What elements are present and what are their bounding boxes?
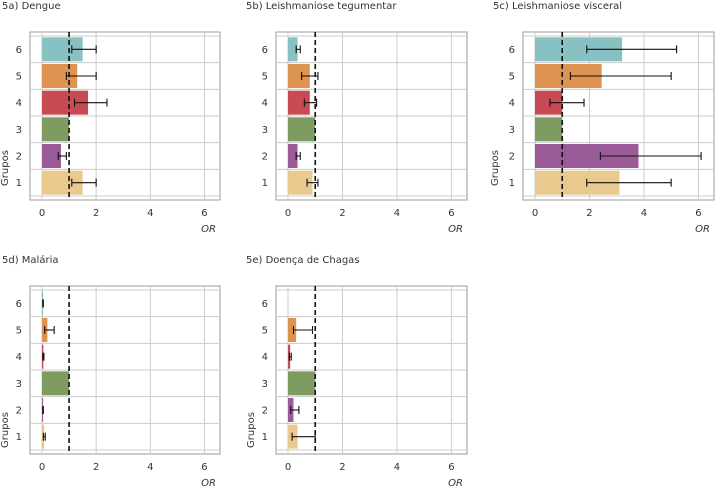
y-tick-label: 4 [262,98,268,109]
bar-group-3 [288,117,316,142]
x-axis-label: OR [448,224,463,235]
x-tick-label: 0 [39,208,45,219]
y-tick-label: 1 [16,432,22,443]
bar-group-3 [535,117,563,142]
x-axis-label: OR [201,224,216,235]
panel-a: 5a) Dengue 1 2 3 4 5 6 0 2 4 6 OR Grupos [0,1,221,235]
x-axis-label: OR [201,478,216,487]
x-tick-label: 6 [201,462,207,473]
y-tick-label: 5 [262,326,268,337]
bar-group-3 [42,117,70,142]
y-tick-label: 2 [509,152,515,163]
panel-title: 5a) Dengue [2,1,61,12]
y-axis-title: Grupos [246,412,257,448]
y-tick-label: 6 [16,45,22,56]
x-tick-label: 0 [532,208,538,219]
x-tick-label: 4 [147,462,153,473]
y-tick-label: 5 [16,72,22,83]
y-tick-label: 6 [509,45,515,56]
y-tick-label: 2 [16,152,22,163]
panel-b: 5b) Leishmaniose tegumentar 1 2 3 4 5 6 0 2 4 6 OR [246,1,468,235]
y-tick-label: 6 [262,299,268,310]
panel-title: 5d) Malária [2,254,58,266]
x-axis-label: OR [695,224,710,235]
x-tick-label: 0 [285,462,291,473]
x-tick-label: 0 [39,462,45,473]
x-axis-label: OR [448,478,463,487]
x-tick-label: 2 [339,462,345,473]
y-axis-title: Grupos [0,412,11,448]
panel-title: 5e) Doença de Chagas [246,255,360,266]
y-tick-label: 5 [262,72,268,83]
y-axis-title: Grupos [0,150,11,186]
x-tick-label: 6 [695,208,701,219]
bar-group-2 [288,144,298,168]
y-tick-label: 1 [262,432,268,443]
y-tick-label: 5 [16,326,22,337]
x-tick-label: 4 [394,462,400,473]
y-tick-label: 4 [262,352,268,363]
bar-group-5 [288,64,310,88]
y-tick-label: 1 [262,178,268,189]
y-tick-label: 1 [16,178,22,189]
bar-group-2 [42,144,61,168]
x-tick-label: 6 [448,462,454,473]
panel-c: 5c) Leishmaniose visceral 1 2 3 4 5 6 0 2 4 6 OR Gru… [490,1,715,235]
x-tick-label: 4 [394,208,400,219]
bar-group-4 [288,90,310,115]
x-tick-label: 2 [93,208,99,219]
x-tick-label: 6 [448,208,454,219]
x-tick-label: 2 [586,208,592,219]
y-tick-label: 4 [16,352,22,363]
bar-group-5 [288,318,297,342]
x-tick-label: 4 [641,208,647,219]
y-tick-label: 3 [262,125,268,136]
panel-e: 5e) Doença de Chagas 1 2 3 4 5 6 0 2 4 6 OR Grupos [246,255,468,487]
y-tick-label: 2 [262,152,268,163]
y-tick-label: 4 [16,98,22,109]
y-tick-label: 3 [262,379,268,390]
y-tick-label: 5 [509,72,515,83]
y-tick-label: 3 [509,125,515,136]
y-tick-label: 6 [262,45,268,56]
x-tick-label: 2 [339,208,345,219]
panel-d: 5d) Malária 1 2 3 4 5 6 0 2 4 6 OR Grupos [0,254,221,487]
y-tick-label: 3 [16,379,22,390]
x-tick-label: 6 [201,208,207,219]
bar-group-3 [288,371,316,396]
bar-group-3 [42,371,70,396]
y-tick-label: 2 [16,406,22,417]
x-tick-label: 2 [93,462,99,473]
y-tick-label: 4 [509,98,515,109]
y-tick-label: 3 [16,125,22,136]
x-tick-label: 4 [147,208,153,219]
bar-group-6 [288,37,298,62]
y-tick-label: 1 [509,178,515,189]
x-tick-label: 0 [285,208,291,219]
y-tick-label: 6 [16,299,22,310]
panel-title: 5b) Leishmaniose tegumentar [246,1,397,12]
y-axis-title: Grupos [490,150,501,186]
y-tick-label: 2 [262,406,268,417]
panel-title: 5c) Leishmaniose visceral [493,1,622,12]
